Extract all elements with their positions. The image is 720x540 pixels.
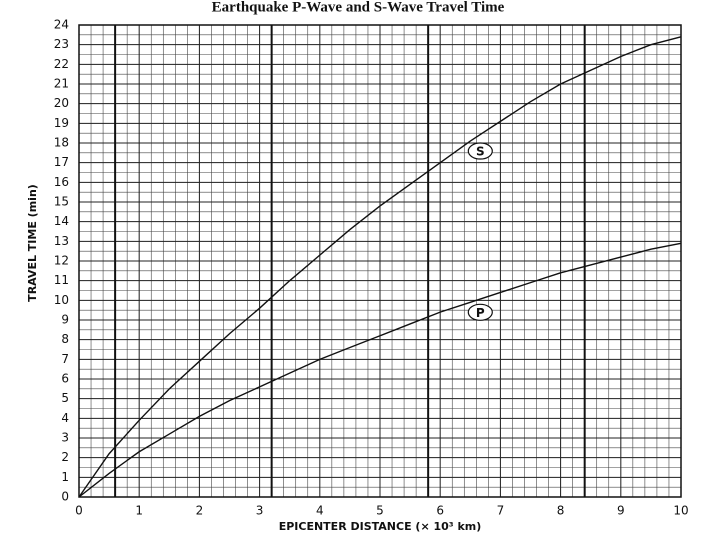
- y-tick-label: 12: [54, 254, 69, 268]
- y-tick-label: 13: [54, 234, 69, 248]
- x-tick-label: 2: [196, 504, 204, 518]
- y-tick-label: 14: [54, 214, 69, 228]
- y-tick-label: 21: [54, 77, 69, 91]
- y-tick-label: 11: [54, 273, 69, 287]
- y-tick-label: 7: [61, 352, 69, 366]
- y-tick-label: 18: [54, 136, 69, 150]
- y-tick-label: 24: [54, 18, 69, 32]
- series-label-circle: [467, 142, 493, 160]
- x-tick-label: 6: [436, 504, 444, 518]
- y-tick-label: 20: [54, 96, 69, 110]
- series-label: P: [476, 306, 485, 320]
- series-label: S: [476, 145, 485, 159]
- x-tick-label: 7: [497, 504, 505, 518]
- y-tick-label: 16: [54, 175, 69, 189]
- x-tick-label: 4: [316, 504, 324, 518]
- plot-frame: [78, 24, 682, 498]
- x-tick-label: 10: [673, 504, 688, 518]
- series-line: [78, 36, 682, 498]
- y-tick-label: 4: [61, 411, 69, 425]
- x-tick-label: 9: [617, 504, 625, 518]
- x-tick-label: 5: [376, 504, 384, 518]
- y-axis-title: TRAVEL TIME (min): [26, 184, 39, 302]
- x-axis-title: EPICENTER DISTANCE (× 10³ km): [279, 520, 482, 533]
- x-tick-label: 8: [557, 504, 565, 518]
- chart-title: Earthquake P-Wave and S-Wave Travel Time: [212, 0, 505, 15]
- series-line: [78, 242, 682, 498]
- y-tick-label: 3: [61, 431, 69, 445]
- y-tick-label: 22: [54, 57, 69, 71]
- y-tick-label: 6: [61, 372, 69, 386]
- x-tick-label: 3: [256, 504, 264, 518]
- series-label-circle: [467, 303, 493, 321]
- x-tick-label: 1: [135, 504, 143, 518]
- y-tick-label: 5: [61, 391, 69, 405]
- y-tick-label: 23: [54, 37, 69, 51]
- y-tick-label: 9: [61, 313, 69, 327]
- y-tick-label: 0: [61, 490, 69, 504]
- y-tick-label: 17: [54, 155, 69, 169]
- y-tick-label: 2: [61, 450, 69, 464]
- y-tick-label: 10: [54, 293, 69, 307]
- y-tick-label: 19: [54, 116, 69, 130]
- y-tick-label: 1: [61, 470, 69, 484]
- y-tick-label: 8: [61, 332, 69, 346]
- x-tick-label: 0: [75, 504, 83, 518]
- y-tick-label: 15: [54, 195, 69, 209]
